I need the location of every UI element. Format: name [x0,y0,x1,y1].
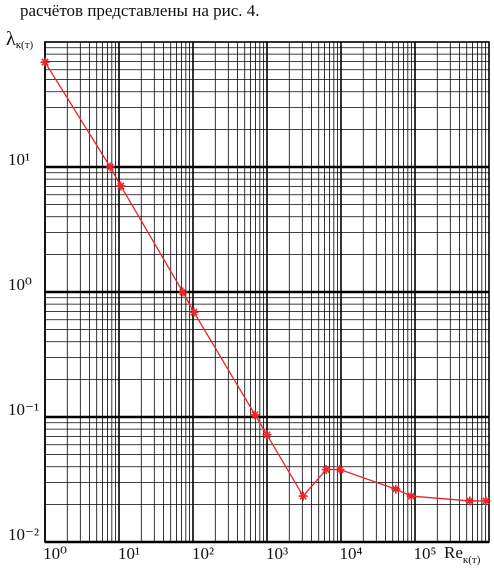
series-line [44,61,486,502]
plot-frame [44,41,490,543]
point-marker [391,484,401,494]
x-axis-label-main: Re [444,543,463,562]
x-tick-label: 10² [192,544,214,563]
x-axis-label-sub: к(т) [463,554,481,566]
x-axis-label: Reк(т) [444,543,481,566]
caption: расчётов представлены на рис. 4. [20,1,260,20]
point-marker [189,307,199,317]
point-marker [465,496,475,506]
point-marker [105,162,115,172]
y-tick-label: 10⁻² [8,525,39,544]
point-marker [116,181,126,191]
y-tick-label: 10⁻¹ [8,400,39,419]
point-marker [335,465,345,475]
point-marker [298,491,308,501]
x-tick-label: 10⁴ [340,544,363,563]
point-marker [178,287,188,297]
point-marker [321,465,331,475]
point-marker [406,491,416,501]
x-tick-label: 10³ [266,544,288,563]
y-tick-label: 10¹ [8,150,30,169]
x-tick-label: 10⁰ [43,544,67,563]
point-marker [262,430,272,440]
point-marker [481,496,491,506]
x-tick-label: 10⁵ [414,544,437,563]
x-tick-label: 10¹ [118,544,140,563]
point-marker [40,57,50,67]
y-axis-label: λк(т) [6,28,34,51]
y-tick-label: 10⁰ [8,275,32,294]
point-marker [250,410,260,420]
y-axis-label-main: λ [6,28,16,50]
y-axis-label-sub: к(т) [16,39,34,51]
